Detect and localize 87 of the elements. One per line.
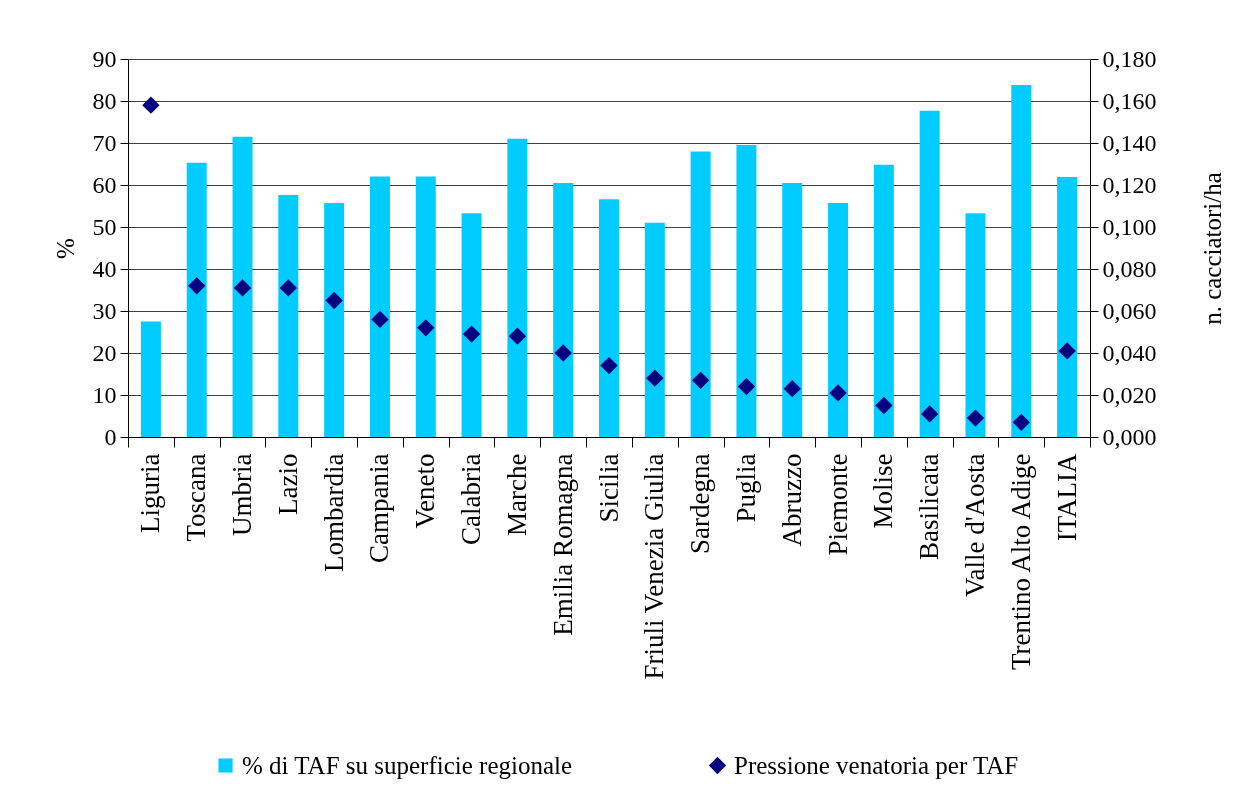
bar — [782, 182, 803, 437]
x-tick-label: Liguria — [135, 453, 166, 533]
bar — [599, 199, 619, 437]
bar — [461, 213, 482, 437]
point — [783, 380, 801, 398]
point — [1058, 342, 1076, 360]
y2-tick-label: 0,060 — [1102, 297, 1157, 324]
y2-tick-label: 0,140 — [1102, 129, 1157, 156]
point — [554, 344, 572, 362]
y2-tick-label: 0,180 — [1102, 45, 1157, 72]
x-tick-label: Puglia — [730, 453, 761, 523]
point — [875, 396, 893, 415]
x-tick-label: Valle d'Aosta — [959, 453, 990, 598]
bar — [828, 203, 849, 437]
y2-tick-label: 0,160 — [1102, 87, 1157, 114]
point — [142, 96, 160, 114]
bar — [690, 151, 711, 437]
bar — [644, 222, 665, 437]
bar — [278, 195, 299, 437]
point — [966, 409, 985, 427]
bar — [232, 136, 253, 437]
y2-tick-label: 0,000 — [1102, 423, 1157, 450]
point — [646, 369, 664, 387]
y-tick-label: 10 — [92, 381, 117, 408]
x-tick-label: Lazio — [272, 453, 303, 515]
y2-tick-label: 0,120 — [1102, 171, 1157, 198]
bar — [369, 176, 390, 437]
x-tick-label: Sardegna — [685, 453, 716, 554]
x-tick-label: Umbria — [227, 453, 258, 536]
x-tick-label: Marche — [501, 453, 532, 536]
point — [921, 405, 939, 423]
point — [371, 310, 389, 329]
y2-tick-label: 0,040 — [1102, 339, 1157, 366]
y-tick-label: 40 — [92, 255, 117, 282]
x-tick-label: Trentino Alto Adige — [1005, 453, 1036, 671]
x-tick-label: Toscana — [181, 453, 212, 542]
x-tick-label: Campania — [364, 453, 395, 563]
y2-axis-title: n. cacciatori/ha — [1198, 172, 1226, 325]
y-axis-title: % — [51, 238, 79, 259]
bar — [965, 213, 986, 437]
bar — [873, 164, 894, 437]
x-tick-label: Lombardia — [318, 453, 349, 572]
point — [279, 279, 297, 297]
x-tick-label: Piemonte — [822, 453, 853, 556]
point — [829, 384, 847, 402]
legend-label: % di TAF su superficie regionale — [242, 751, 573, 779]
legend-label: Pressione venatoria per TAF — [734, 751, 1019, 779]
point — [188, 277, 206, 295]
x-tick-label: Basilicata — [914, 453, 945, 560]
y-tick-label: 90 — [92, 45, 117, 72]
point — [600, 356, 618, 375]
bar — [186, 162, 207, 437]
y-tick-label: 60 — [92, 171, 117, 198]
y-tick-label: 20 — [92, 339, 117, 366]
y-tick-label: 0 — [104, 423, 117, 450]
y-tick-label: 70 — [92, 129, 117, 156]
point — [233, 279, 252, 297]
bar — [140, 321, 161, 437]
point — [1012, 413, 1030, 431]
bar — [1057, 177, 1078, 437]
x-tick-label: ITALIA — [1051, 453, 1082, 542]
bar — [507, 138, 528, 437]
y-tick-label: 30 — [92, 297, 117, 324]
y2-tick-label: 0,080 — [1102, 255, 1157, 282]
point — [508, 327, 527, 345]
bar — [324, 203, 345, 437]
x-tick-label: Friuli Venezia Giulia — [639, 453, 670, 680]
x-tick-label: Calabria — [456, 453, 487, 545]
y2-tick-label: 0,020 — [1102, 381, 1157, 408]
y2-tick-label: 0,100 — [1102, 213, 1157, 240]
bar — [736, 145, 757, 437]
point — [325, 291, 343, 310]
x-tick-label: Veneto — [410, 453, 441, 529]
x-tick-label: Sicilia — [593, 453, 624, 523]
point — [737, 377, 756, 396]
x-tick-label: Emilia Romagna — [547, 453, 578, 636]
point — [462, 325, 481, 343]
bar — [1011, 85, 1032, 437]
y-tick-label: 80 — [92, 87, 117, 114]
x-tick-label: Abruzzo — [776, 453, 807, 547]
bar — [415, 176, 436, 437]
x-tick-label: Molise — [868, 453, 899, 529]
bar — [919, 110, 940, 437]
point — [691, 371, 710, 389]
bar — [553, 182, 574, 437]
point — [417, 319, 435, 337]
y-tick-label: 50 — [92, 213, 117, 240]
